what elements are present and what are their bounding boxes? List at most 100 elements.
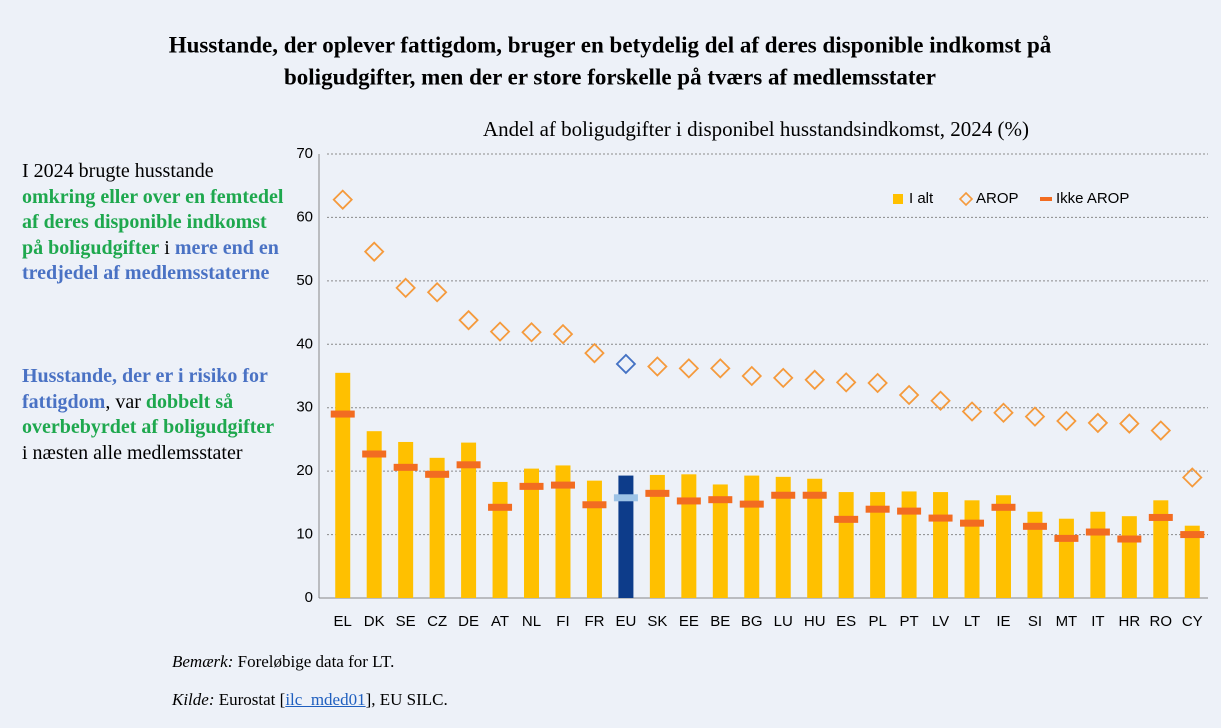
diamond [678,358,700,379]
diamond [1056,410,1077,432]
diamond [584,342,605,364]
dash [928,514,953,522]
bar [524,468,540,598]
diamond [772,367,794,389]
dash [550,481,575,489]
dash [645,489,670,497]
text-run: Bemærk: [172,652,234,671]
legend-label: I alt [909,190,934,207]
x-tick-label: HU [804,613,826,630]
bar [429,457,445,598]
dash [613,494,638,502]
y-tick-label: 0 [305,589,313,606]
text-run: Eurostat [ [214,690,286,709]
dash [1054,534,1079,542]
diamond [489,321,511,342]
dash [991,503,1016,511]
bar [775,476,791,598]
dash [1022,522,1047,530]
text-run: , var [105,390,146,413]
side-text: I 2024 brugte husstande omkring eller ov… [22,159,284,466]
x-tick-label: IE [996,613,1010,630]
x-tick-label: DK [364,613,385,630]
bar [1153,500,1169,598]
diamond [930,390,951,412]
bar [995,495,1011,598]
text-run: Husstande, der er i risiko for fattigdom [22,364,268,413]
diamond [395,277,416,299]
bar [649,474,665,598]
dash [708,496,733,504]
diamond [741,365,763,387]
y-tick-label: 30 [296,399,313,416]
bar [712,484,728,598]
diamond [1150,420,1172,441]
dash [425,470,450,478]
bar [1184,525,1200,598]
diamond [710,358,731,379]
dash [834,515,859,523]
x-tick-label: LU [774,613,793,630]
x-tick-label: SK [647,613,667,630]
bar [933,492,949,598]
dash [582,501,607,509]
text-run: I 2024 brugte husstande [22,160,214,182]
legend-swatch [1040,197,1052,201]
x-tick-label: CZ [427,613,447,630]
x-tick-label: LV [932,613,949,630]
y-tick-label: 50 [296,272,313,289]
legend-swatch [958,191,974,207]
x-tick-label: FI [556,613,569,630]
x-tick-label: BG [741,613,763,630]
diamond [961,401,983,422]
dash [1148,513,1173,521]
chart-title: Husstande, der oplever fattigdom, bruger… [169,32,1052,57]
bar [586,480,602,598]
dash [393,463,418,471]
dash [865,505,890,513]
dash [1117,535,1142,543]
bar [398,441,414,598]
paragraph: Bemærk: Foreløbige data for LT. [172,652,448,672]
chart-subtitle: Andel af boligudgifter i disponibel huss… [483,117,1029,141]
dash [362,450,387,458]
x-tick-label: PL [868,613,886,630]
bar [964,500,980,598]
y-tick-label: 40 [296,335,313,352]
x-tick-label: FR [584,613,604,630]
bar [492,481,508,598]
text-run: ], EU SILC. [365,690,448,709]
diamond [1181,467,1203,488]
bar [335,372,351,598]
x-tick-label: EU [615,613,636,630]
y-tick-label: 70 [296,145,313,162]
bar [366,431,382,598]
y-tick-label: 10 [296,526,313,543]
text-run: omkring eller over en femtedel af deres … [22,185,284,259]
bar [555,465,571,598]
dash [488,503,513,511]
diamond [1087,412,1109,434]
diamond [835,372,857,393]
diamond [363,241,385,262]
diamond [898,384,920,406]
x-tick-label: CY [1182,613,1203,630]
x-tick-label: IT [1091,613,1104,630]
paragraph: I 2024 brugte husstande omkring eller ov… [22,159,284,287]
diamond [993,402,1014,424]
legend-label: AROP [976,190,1019,207]
text-run: Kilde: [172,690,215,709]
dash [739,500,764,508]
text-run: i [159,236,175,259]
bar [681,474,697,598]
paragraph: Husstande, der er i risiko for fattigdom… [22,364,284,466]
x-tick-label: SE [396,613,416,630]
bar [1027,511,1043,598]
x-tick-label: HR [1119,613,1141,630]
y-tick-label: 20 [296,462,313,479]
link[interactable]: ilc_mded01 [285,690,366,709]
diamond [552,323,574,345]
dash [456,461,481,469]
